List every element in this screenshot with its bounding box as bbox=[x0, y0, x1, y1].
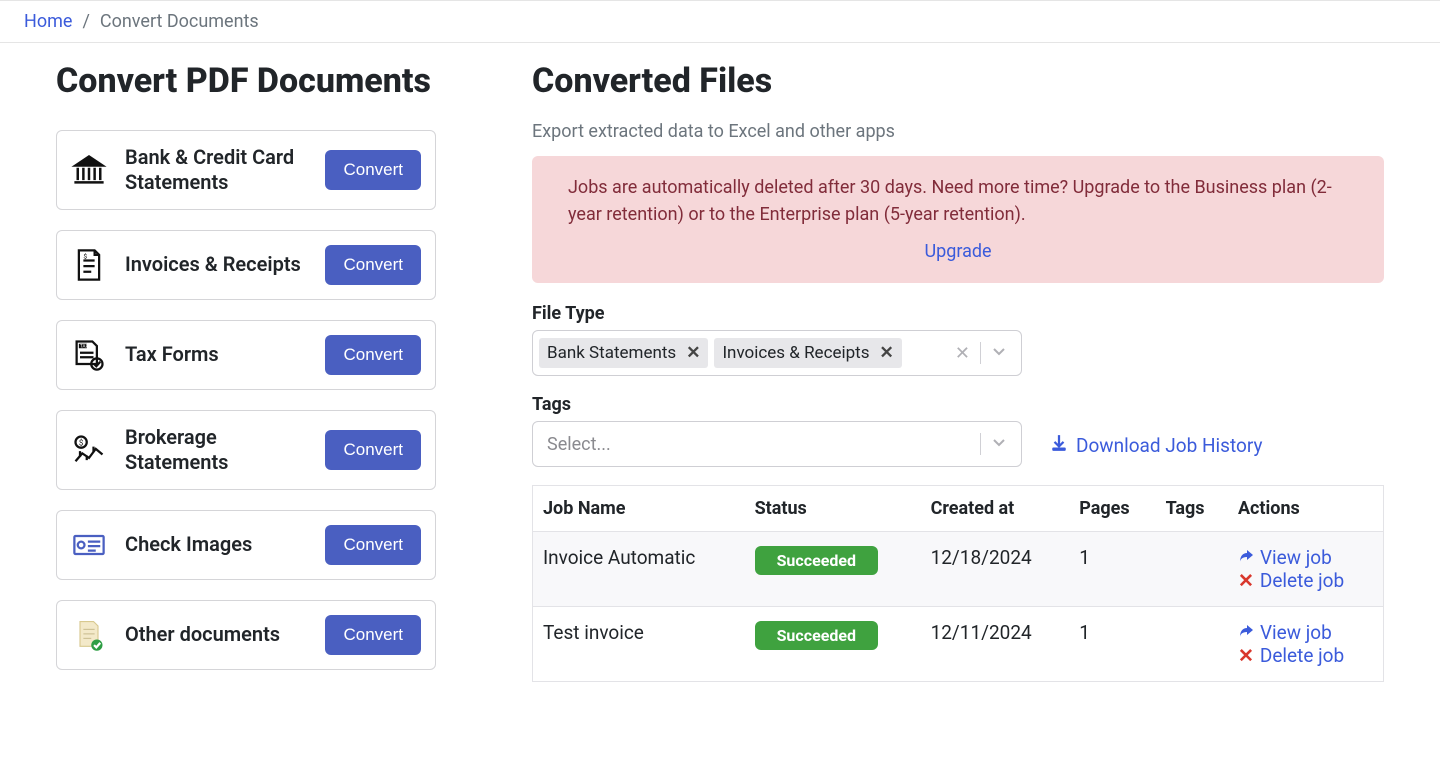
other-doc-icon bbox=[71, 617, 107, 653]
doc-card-label: Invoices & Receipts bbox=[125, 252, 307, 277]
breadcrumb: Home / Convert Documents bbox=[0, 0, 1440, 43]
bank-icon bbox=[71, 152, 107, 188]
convert-button[interactable]: Convert bbox=[325, 615, 421, 655]
tax-icon: TAX bbox=[71, 337, 107, 373]
doc-card-label: Tax Forms bbox=[125, 342, 307, 367]
file-type-select[interactable]: Bank Statements ✕ Invoices & Receipts ✕ … bbox=[532, 330, 1022, 376]
convert-button[interactable]: Convert bbox=[325, 430, 421, 470]
breadcrumb-home-link[interactable]: Home bbox=[24, 11, 72, 32]
table-row: Test invoice Succeeded 12/11/2024 1 View… bbox=[533, 607, 1384, 682]
doc-card-brokerage: $ Brokerage Statements Convert bbox=[56, 410, 436, 490]
share-icon bbox=[1238, 621, 1254, 644]
svg-text:TAX: TAX bbox=[80, 343, 88, 349]
doc-card-label: Brokerage Statements bbox=[125, 425, 307, 475]
status-badge: Succeeded bbox=[755, 621, 878, 650]
status-badge: Succeeded bbox=[755, 546, 878, 575]
cell-created: 12/18/2024 bbox=[921, 532, 1070, 607]
chevron-down-icon[interactable] bbox=[991, 434, 1007, 454]
cell-pages: 1 bbox=[1069, 607, 1155, 682]
view-job-link[interactable]: View job bbox=[1238, 546, 1332, 569]
tags-label: Tags bbox=[532, 394, 1022, 415]
col-tags: Tags bbox=[1156, 486, 1228, 532]
breadcrumb-current: Convert Documents bbox=[100, 11, 259, 32]
invoice-icon: $ bbox=[71, 247, 107, 283]
col-status: Status bbox=[745, 486, 921, 532]
clear-select-icon[interactable]: ✕ bbox=[955, 343, 970, 364]
cell-job-name: Invoice Automatic bbox=[533, 532, 745, 607]
cell-status: Succeeded bbox=[745, 532, 921, 607]
retention-alert: Jobs are automatically deleted after 30 … bbox=[532, 156, 1384, 283]
close-icon: ✕ bbox=[1238, 569, 1254, 592]
close-icon: ✕ bbox=[1238, 644, 1254, 667]
upgrade-link[interactable]: Upgrade bbox=[568, 238, 1348, 265]
select-divider bbox=[980, 433, 981, 455]
tags-placeholder: Select... bbox=[539, 434, 611, 455]
convert-button[interactable]: Convert bbox=[325, 525, 421, 565]
file-type-tag: Bank Statements ✕ bbox=[539, 338, 708, 368]
cell-status: Succeeded bbox=[745, 607, 921, 682]
view-job-label: View job bbox=[1260, 546, 1332, 569]
share-icon bbox=[1238, 546, 1254, 569]
doc-card-other: Other documents Convert bbox=[56, 600, 436, 670]
left-panel-title: Convert PDF Documents bbox=[56, 61, 436, 102]
download-history-label: Download Job History bbox=[1076, 434, 1262, 457]
file-type-tag-label: Bank Statements bbox=[547, 343, 676, 363]
cell-created: 12/11/2024 bbox=[921, 607, 1070, 682]
col-job-name: Job Name bbox=[533, 486, 745, 532]
doc-card-checks: Check Images Convert bbox=[56, 510, 436, 580]
delete-job-label: Delete job bbox=[1260, 644, 1344, 667]
check-icon bbox=[71, 527, 107, 563]
cell-actions: View job ✕ Delete job bbox=[1228, 607, 1384, 682]
svg-text:$: $ bbox=[79, 438, 83, 447]
remove-tag-icon[interactable]: ✕ bbox=[686, 343, 700, 363]
breadcrumb-separator: / bbox=[82, 11, 89, 32]
view-job-label: View job bbox=[1260, 621, 1332, 644]
convert-button[interactable]: Convert bbox=[325, 245, 421, 285]
doc-card-label: Check Images bbox=[125, 532, 307, 557]
right-panel-subtitle: Export extracted data to Excel and other… bbox=[532, 121, 1384, 142]
col-created: Created at bbox=[921, 486, 1070, 532]
doc-card-tax: TAX Tax Forms Convert bbox=[56, 320, 436, 390]
delete-job-link[interactable]: ✕ Delete job bbox=[1238, 569, 1344, 592]
select-divider bbox=[980, 342, 981, 364]
cell-pages: 1 bbox=[1069, 532, 1155, 607]
tags-select[interactable]: Select... bbox=[532, 421, 1022, 467]
delete-job-label: Delete job bbox=[1260, 569, 1344, 592]
download-history-link[interactable]: Download Job History bbox=[1050, 434, 1262, 467]
file-type-tag: Invoices & Receipts ✕ bbox=[714, 338, 901, 368]
doc-card-bank: Bank & Credit Card Statements Convert bbox=[56, 130, 436, 210]
doc-card-label: Other documents bbox=[125, 622, 307, 647]
cell-tags bbox=[1156, 532, 1228, 607]
table-row: Invoice Automatic Succeeded 12/18/2024 1… bbox=[533, 532, 1384, 607]
brokerage-icon: $ bbox=[71, 432, 107, 468]
remove-tag-icon[interactable]: ✕ bbox=[880, 343, 894, 363]
doc-card-label: Bank & Credit Card Statements bbox=[125, 145, 307, 195]
jobs-table: Job Name Status Created at Pages Tags Ac… bbox=[532, 485, 1384, 682]
cell-job-name: Test invoice bbox=[533, 607, 745, 682]
file-type-label: File Type bbox=[532, 303, 1384, 324]
alert-text: Jobs are automatically deleted after 30 … bbox=[568, 177, 1332, 225]
file-type-tag-label: Invoices & Receipts bbox=[722, 343, 869, 363]
svg-text:$: $ bbox=[83, 252, 87, 260]
delete-job-link[interactable]: ✕ Delete job bbox=[1238, 644, 1344, 667]
cell-actions: View job ✕ Delete job bbox=[1228, 532, 1384, 607]
download-icon bbox=[1050, 434, 1068, 457]
chevron-down-icon[interactable] bbox=[991, 343, 1007, 363]
convert-button[interactable]: Convert bbox=[325, 150, 421, 190]
doc-card-invoices: $ Invoices & Receipts Convert bbox=[56, 230, 436, 300]
col-pages: Pages bbox=[1069, 486, 1155, 532]
col-actions: Actions bbox=[1228, 486, 1384, 532]
cell-tags bbox=[1156, 607, 1228, 682]
right-panel-title: Converted Files bbox=[532, 61, 1384, 101]
convert-button[interactable]: Convert bbox=[325, 335, 421, 375]
view-job-link[interactable]: View job bbox=[1238, 621, 1332, 644]
